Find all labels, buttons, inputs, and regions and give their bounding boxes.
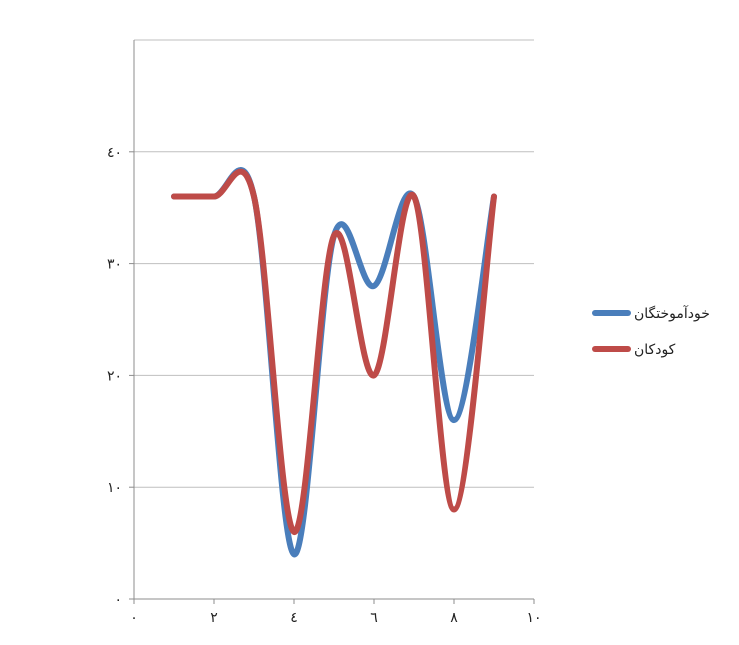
legend-item-1: کودکان bbox=[592, 342, 676, 358]
y-tick-label-2: ٢٠ bbox=[107, 368, 122, 384]
x-tick-label-5: ١٠ bbox=[526, 610, 541, 626]
x-tick-label-0: ٠ bbox=[130, 610, 138, 626]
x-tick-label-2: ٤ bbox=[290, 610, 298, 626]
y-tick-label-4: ٤٠ bbox=[107, 145, 122, 161]
y-tick-label-0: ٠ bbox=[114, 592, 122, 608]
series-lines bbox=[171, 167, 497, 558]
legend: خودآموختگان کودکان bbox=[592, 305, 710, 358]
legend-label-0: خودآموختگان bbox=[634, 305, 710, 322]
x-tick-label-3: ٦ bbox=[370, 610, 378, 626]
y-tick-label-1: ١٠ bbox=[107, 480, 122, 496]
series-line-1 bbox=[171, 168, 497, 535]
tick-labels: ٠ ١٠ ٢٠ ٣٠ ٤٠ ٠ ٢ ٤ ٦ ٨ ١٠ bbox=[107, 145, 542, 626]
axes bbox=[129, 40, 535, 604]
x-tick-label-4: ٨ bbox=[450, 610, 458, 626]
legend-label-1: کودکان bbox=[634, 342, 676, 358]
legend-item-0: خودآموختگان bbox=[592, 305, 710, 322]
x-tick-label-1: ٢ bbox=[210, 610, 218, 626]
y-tick-label-3: ٣٠ bbox=[107, 257, 122, 273]
